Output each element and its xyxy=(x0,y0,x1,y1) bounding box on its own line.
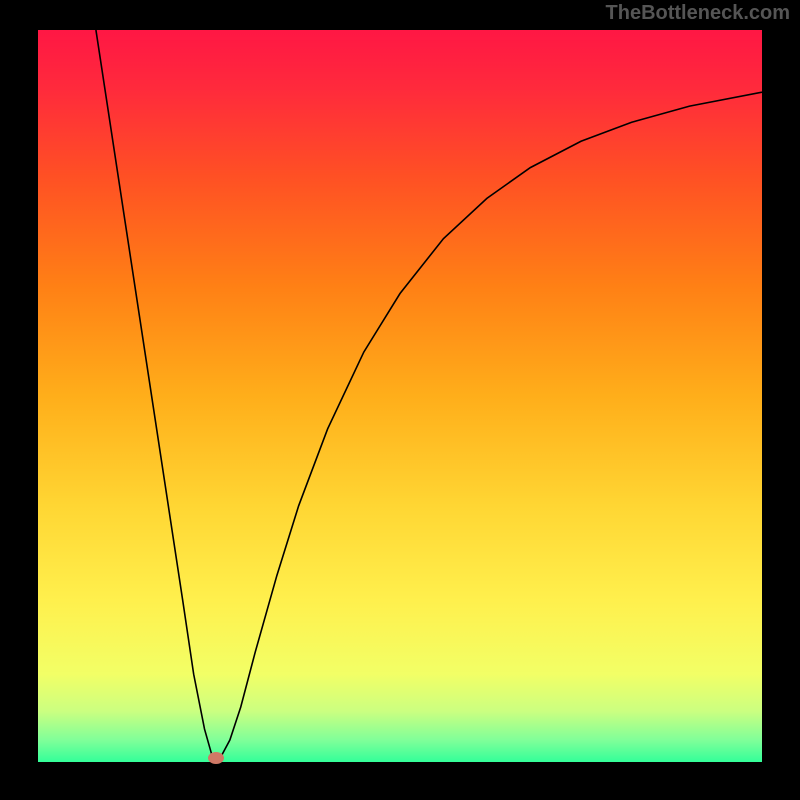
curve-layer xyxy=(38,30,762,762)
plot-area xyxy=(38,30,762,762)
minimum-marker xyxy=(208,752,224,764)
watermark-text: TheBottleneck.com xyxy=(606,2,790,25)
chart-container: { "watermark": { "text": "TheBottleneck.… xyxy=(0,0,800,800)
bottleneck-curve xyxy=(96,30,762,761)
